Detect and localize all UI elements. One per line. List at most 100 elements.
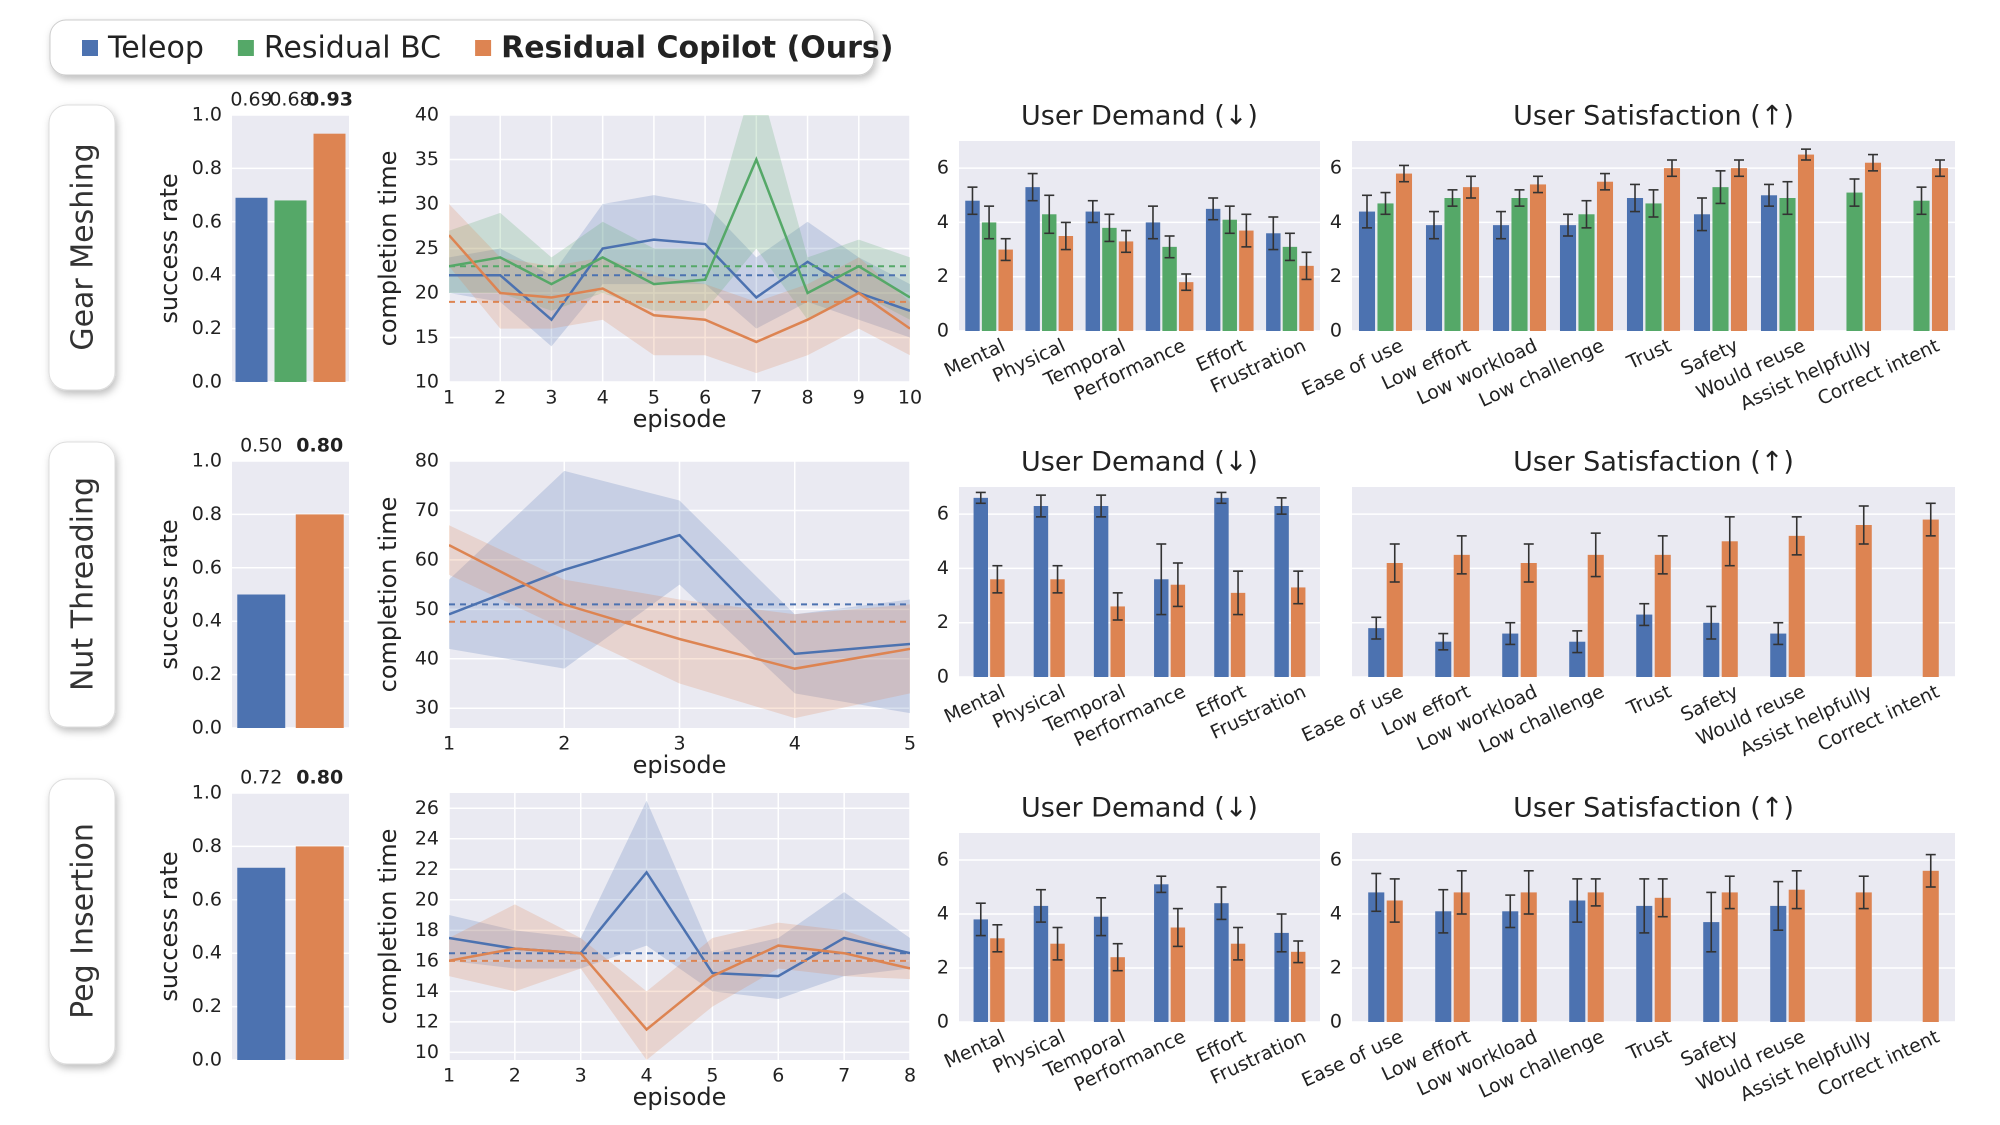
bar	[237, 867, 286, 1060]
confidence-band	[449, 115, 910, 320]
row-label: Nut Threading	[66, 477, 101, 691]
y-tick-label: 26	[415, 797, 439, 819]
x-tick-label: Trust	[1623, 681, 1675, 721]
plot-layer	[449, 115, 910, 374]
y-tick-label: 2	[937, 265, 949, 287]
y-tick-label: 14	[415, 980, 439, 1002]
bar	[1093, 916, 1109, 1022]
row-label: Peg Insertion	[66, 823, 101, 1019]
chart-title: User Satisfaction (↑)	[1513, 101, 1794, 132]
y-tick-label: 6	[1330, 157, 1342, 179]
confidence-band	[449, 204, 910, 374]
x-tick-label: 3	[673, 733, 685, 755]
bar	[981, 222, 997, 331]
error-bar	[1233, 570, 1244, 616]
y-tick-label: 0.6	[192, 888, 222, 910]
bar	[1770, 905, 1787, 1022]
error-bar	[1599, 172, 1610, 191]
bar	[1645, 203, 1662, 331]
bar	[1050, 943, 1065, 1022]
y-tick-label: 35	[415, 148, 439, 170]
error-bar	[1087, 199, 1098, 224]
error-bar	[1925, 502, 1936, 537]
bar	[1502, 911, 1519, 1022]
bar	[1855, 525, 1872, 677]
error-bar	[1293, 570, 1304, 605]
error-bar	[1925, 853, 1936, 888]
bar	[990, 938, 1005, 1022]
x-axis-label: episode	[633, 405, 727, 433]
y-tick-label: 0.8	[192, 503, 222, 525]
error-bar	[1496, 210, 1507, 240]
bar	[1222, 219, 1237, 331]
y-tick-label: 4	[937, 557, 949, 579]
x-axis-label: episode	[633, 1083, 727, 1111]
bar	[1846, 192, 1863, 331]
bar	[965, 200, 980, 331]
error-bar	[1181, 273, 1192, 292]
error-bar	[1156, 875, 1167, 894]
y-tick-label: 6	[937, 157, 949, 179]
error-bar	[1724, 875, 1735, 910]
error-bar	[992, 564, 1003, 594]
error-bar	[1216, 886, 1227, 921]
row-label-box	[48, 104, 116, 391]
y-tick-label: 0	[1330, 320, 1342, 342]
error-bar	[1147, 205, 1158, 240]
bar	[1377, 203, 1394, 331]
x-tick-label: 8	[904, 1065, 916, 1087]
y-tick-label: 40	[415, 647, 439, 669]
value-label: 0.68	[269, 89, 311, 111]
error-bar	[1639, 602, 1650, 627]
y-tick-label: 6	[937, 849, 949, 871]
y-tick-label: 10	[415, 1041, 439, 1063]
error-bar	[1800, 148, 1811, 161]
bar	[1274, 506, 1289, 677]
value-label: 0.50	[240, 435, 282, 457]
bar	[295, 846, 344, 1060]
error-bar	[1035, 888, 1046, 923]
error-bar	[1096, 494, 1107, 518]
bar	[1214, 903, 1229, 1022]
x-tick-label: 6	[699, 387, 711, 409]
y-tick-label: 4	[937, 903, 949, 925]
legend-swatch	[82, 40, 98, 56]
error-bar	[1572, 878, 1583, 923]
y-tick-label: 1.0	[192, 450, 222, 472]
x-tick-label: 4	[597, 387, 609, 409]
bar	[1154, 884, 1169, 1022]
y-axis-label: success rate	[155, 519, 183, 669]
y-tick-label: 20	[415, 888, 439, 910]
error-bar	[1858, 875, 1869, 910]
bar	[1855, 892, 1872, 1022]
bar	[1102, 227, 1117, 331]
value-label: 0.69	[230, 89, 272, 111]
error-bar	[1858, 505, 1869, 545]
error-bar	[1172, 907, 1183, 948]
bar	[1913, 200, 1930, 331]
error-bar	[1505, 894, 1516, 929]
y-tick-label: 18	[415, 919, 439, 941]
error-bar	[1715, 170, 1726, 205]
bar	[1788, 889, 1805, 1022]
bar	[1693, 214, 1711, 331]
bar	[1788, 535, 1805, 677]
bar	[274, 200, 307, 382]
x-tick-label: 10	[898, 387, 922, 409]
bar	[1931, 168, 1949, 331]
bar	[1358, 211, 1376, 331]
y-tick-label: 15	[415, 326, 439, 348]
error-bar	[1581, 199, 1592, 229]
bar	[1654, 897, 1671, 1022]
error-bar	[1284, 232, 1295, 262]
chart-title: User Demand (↓)	[1021, 793, 1258, 824]
bar	[1587, 892, 1604, 1022]
error-bar	[1773, 880, 1784, 932]
x-tick-label: 6	[772, 1065, 784, 1087]
error-bar	[992, 923, 1003, 953]
legend-swatch	[237, 40, 254, 56]
bar	[1520, 563, 1537, 677]
bar	[1118, 241, 1134, 331]
plot-background	[959, 141, 1320, 331]
error-bar	[1733, 159, 1744, 178]
